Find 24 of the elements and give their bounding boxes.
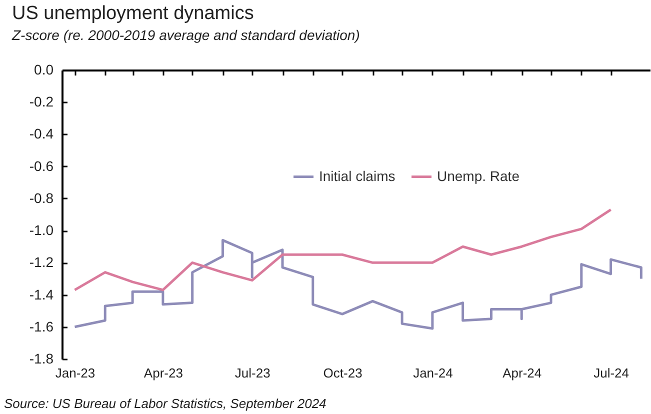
chart-subtitle: Z-score (re. 2000-2019 average and standard deviation) [11,27,360,43]
y-tick-label: 0.0 [34,62,54,78]
x-tick-label: Oct-23 [323,366,362,380]
chart-title: US unemployment dynamics [12,3,254,24]
y-tick-label: -0.8 [29,190,54,206]
x-tick-label: Apr-23 [144,366,183,380]
line-series [73,208,612,292]
x-tick-label: Jul-23 [234,366,270,380]
y-tick-label: -0.6 [29,158,54,174]
y-tick-label: -1.6 [29,318,54,334]
source-note: Source: US Bureau of Labor Statistics, September 2024 [4,396,326,411]
y-tick-label: -1.8 [29,350,54,366]
legend-label: Unemp. Rate [437,168,520,184]
x-tick-label: Jan-24 [413,366,453,380]
y-tick-label: -1.0 [29,222,54,238]
line-series [73,238,642,330]
x-tick-label: Jul-24 [594,366,630,380]
y-tick-label: -1.4 [29,286,54,302]
y-tick-label: -0.4 [29,126,54,142]
x-tick-label: Jan-23 [55,366,96,380]
y-tick-label: -0.2 [29,94,54,110]
legend-label: Initial claims [319,168,396,184]
x-tick-label: Apr-24 [502,366,542,380]
y-tick-label: -1.2 [29,254,54,270]
